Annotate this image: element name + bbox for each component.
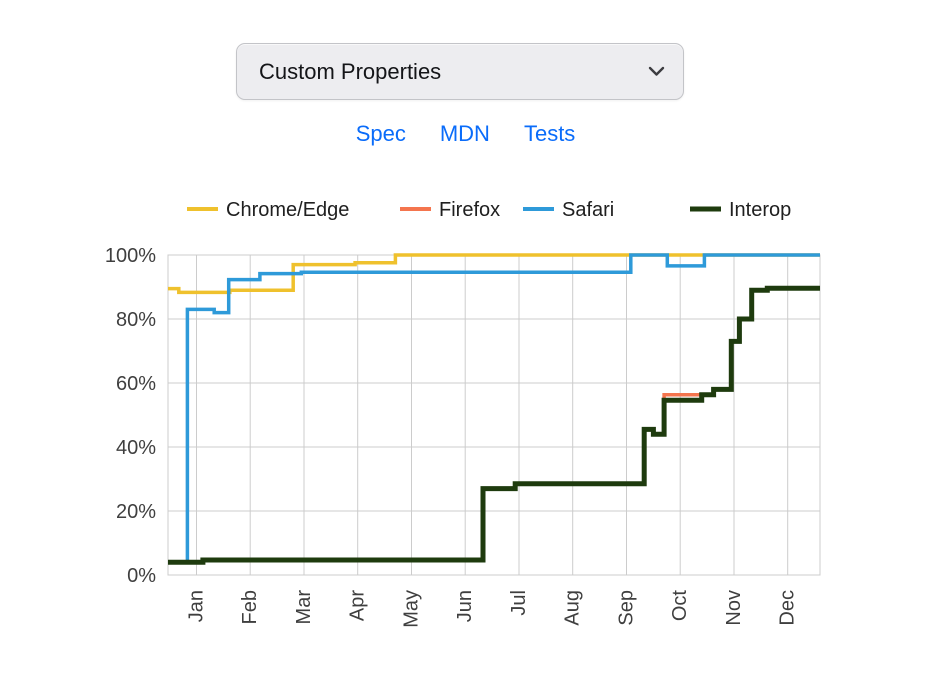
tests-link[interactable]: Tests xyxy=(523,121,576,146)
chart-series xyxy=(168,253,820,565)
legend-item-chrome-edge: Chrome/Edge xyxy=(187,199,349,221)
mdn-link[interactable]: MDN xyxy=(439,121,490,146)
x-tick-label: Sep xyxy=(616,590,638,626)
legend-label-interop: Interop xyxy=(729,199,791,221)
y-tick-label: 0% xyxy=(127,565,156,587)
x-tick-label: Jun xyxy=(454,590,476,622)
legend-item-safari: Safari xyxy=(523,199,614,221)
x-tick-label: Nov xyxy=(723,590,745,626)
y-tick-label: 60% xyxy=(116,373,156,395)
y-axis-labels: 0% 20% 40% 60% 80% 100% xyxy=(105,245,156,587)
x-tick-label: Oct xyxy=(669,590,691,622)
chevron-down-icon xyxy=(648,66,665,77)
x-tick-label: May xyxy=(401,590,423,628)
feature-select-value: Custom Properties xyxy=(259,58,442,84)
legend-label-chrome-edge: Chrome/Edge xyxy=(226,199,349,221)
series-line-interop xyxy=(168,285,820,565)
series-line-safari xyxy=(168,253,820,564)
x-tick-label: Aug xyxy=(562,590,584,626)
x-tick-label: Jul xyxy=(508,590,530,616)
spec-link[interactable]: Spec xyxy=(355,121,406,146)
legend-item-firefox: Firefox xyxy=(400,199,500,221)
x-tick-label: Mar xyxy=(293,590,315,625)
legend-label-firefox: Firefox xyxy=(439,199,500,221)
series-line-firefox xyxy=(168,286,820,564)
legend-item-interop: Interop xyxy=(690,199,791,221)
x-axis-labels: Jan Feb Mar Apr May Jun Jul Aug Sep Oct Nov Dec xyxy=(186,590,799,628)
x-tick-label: Dec xyxy=(777,590,799,626)
series-line-chrome-edge xyxy=(168,253,820,295)
resource-links: Spec MDN Tests xyxy=(0,121,931,147)
y-tick-label: 100% xyxy=(105,245,156,267)
x-tick-label: Apr xyxy=(347,590,369,621)
y-tick-label: 80% xyxy=(116,309,156,331)
feature-select[interactable]: Custom Properties xyxy=(236,43,684,100)
plot-border xyxy=(167,254,821,576)
legend-label-safari: Safari xyxy=(562,199,614,221)
x-tick-label: Feb xyxy=(239,590,261,624)
y-tick-label: 40% xyxy=(116,437,156,459)
chart-gridlines xyxy=(167,254,821,576)
y-tick-label: 20% xyxy=(116,501,156,523)
chart-legend: Chrome/Edge Firefox Safari Interop xyxy=(187,199,791,221)
x-tick-label: Jan xyxy=(186,590,208,622)
